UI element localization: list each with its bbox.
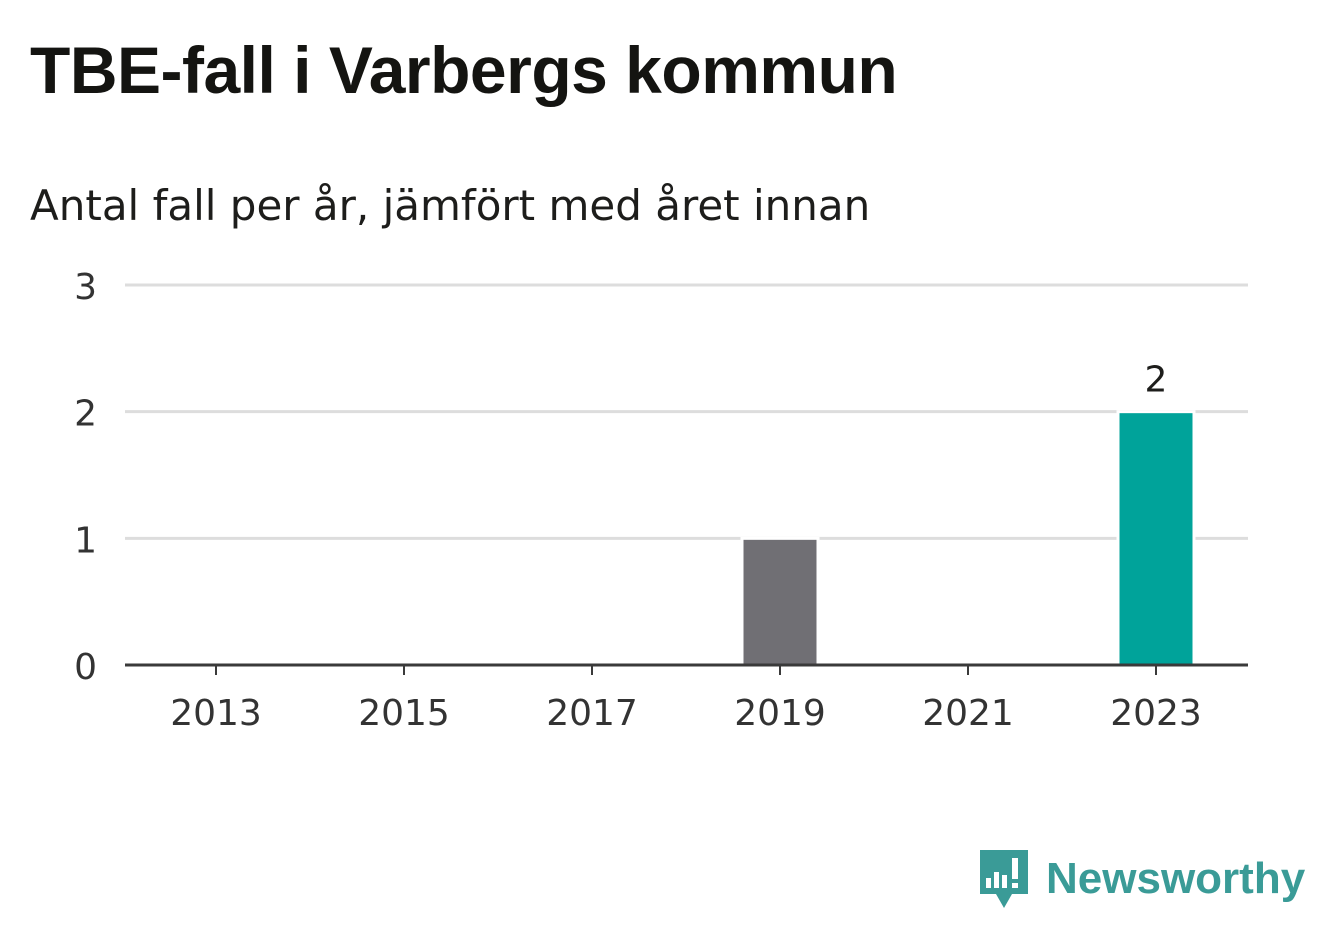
x-tick-label: 2023 (1110, 693, 1202, 734)
x-tick-label: 2013 (170, 693, 262, 734)
x-tick-label: 2019 (734, 693, 826, 734)
gridlines (125, 283, 1248, 540)
bar-2023 (1116, 410, 1196, 667)
x-tick-label: 2017 (546, 693, 638, 734)
y-tick-label: 2 (74, 394, 97, 435)
data-label-2023: 2 (1145, 360, 1168, 401)
x-tick-label: 2015 (358, 693, 450, 734)
brand-name: Newsworthy (1046, 854, 1306, 903)
data-labels: 2 (1145, 360, 1168, 401)
brand: Newsworthy (978, 848, 1305, 910)
y-tick-label: 0 (74, 647, 97, 688)
y-axis-ticks: 0 1 2 3 (74, 267, 97, 688)
bar-chart: 0 1 2 3 2 2013 2015 2017 2019 2021 2023 (74, 267, 1248, 734)
chart-subtitle: Antal fall per år, jämfört med året inna… (30, 181, 871, 230)
y-tick-label: 1 (74, 520, 97, 561)
x-axis: 2013 2015 2017 2019 2021 2023 (125, 663, 1248, 734)
y-tick-label: 3 (74, 267, 97, 308)
bar-2019 (740, 536, 820, 667)
newsworthy-logo-icon (980, 850, 1028, 908)
x-tick-label: 2021 (922, 693, 1014, 734)
chart-title: TBE-fall i Varbergs kommun (30, 33, 898, 107)
